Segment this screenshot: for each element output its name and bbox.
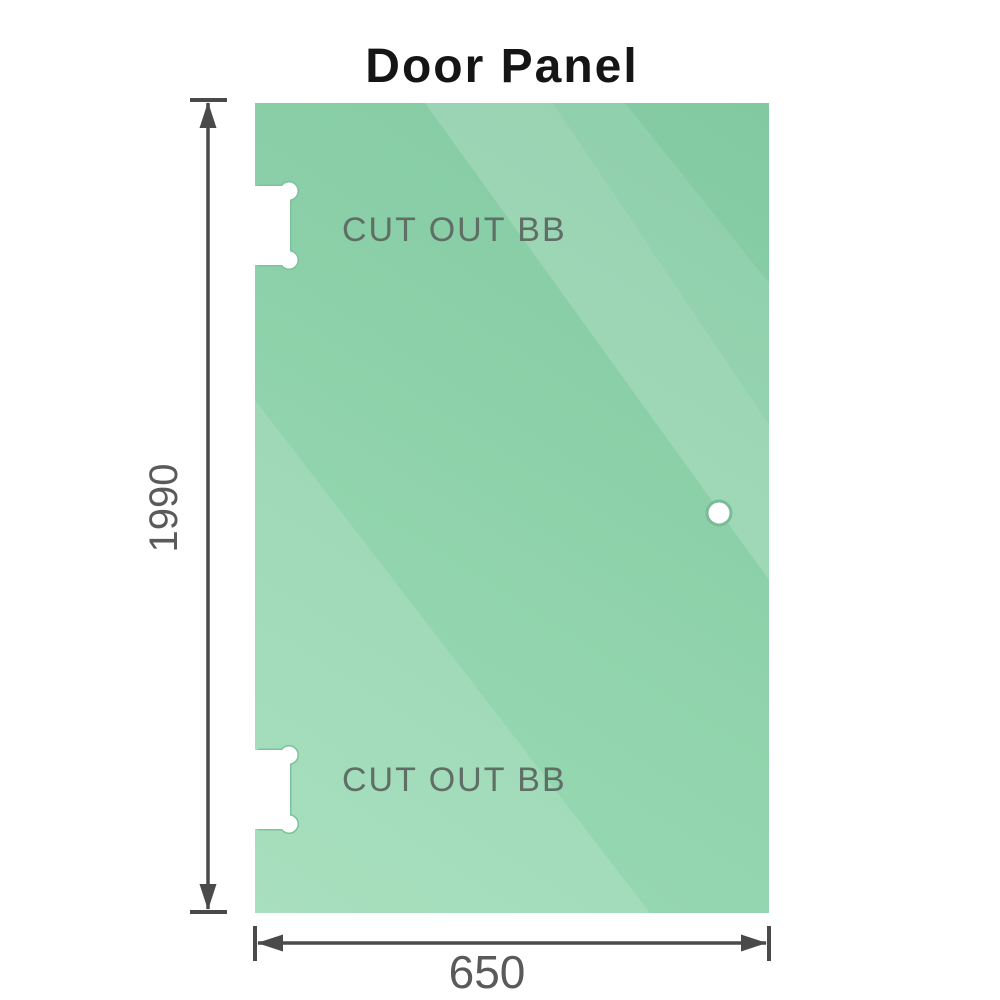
arrow-up-icon — [199, 102, 217, 128]
height-dimension: 1990 — [142, 98, 227, 914]
glass-panel-surface — [255, 103, 769, 913]
width-dimension: 650 — [253, 926, 771, 998]
hinge-cutout-bottom — [247, 745, 299, 834]
cutout-bottom-label: CUT OUT BB — [342, 761, 567, 799]
width-dimension-value: 650 — [449, 946, 526, 998]
handle-hole — [705, 499, 733, 527]
page-title: Door Panel — [365, 40, 638, 93]
arrow-down-icon — [199, 884, 217, 910]
cutout-top-label: CUT OUT BB — [342, 211, 567, 249]
hinge-cutout-top — [247, 181, 299, 270]
glass-panel — [255, 103, 769, 913]
arrow-right-icon — [741, 934, 767, 952]
glass-reflection-streak — [255, 400, 650, 913]
glass-reflection-streak — [553, 103, 769, 425]
arrow-left-icon — [257, 934, 283, 952]
height-dimension-value: 1990 — [142, 464, 186, 553]
glass-reflection-streak — [425, 103, 769, 580]
